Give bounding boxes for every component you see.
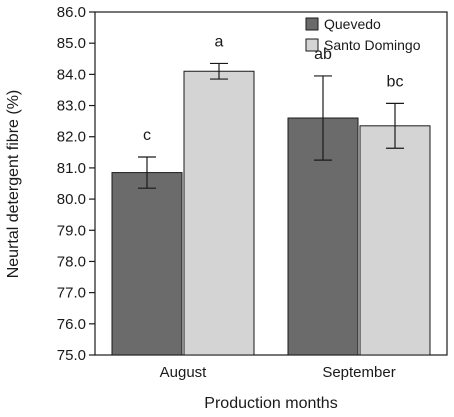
bar xyxy=(111,172,183,356)
x-axis: August September xyxy=(160,364,396,381)
legend-label: Santo Domingo xyxy=(324,37,421,53)
legend-label: Quevedo xyxy=(324,16,381,32)
significance-label: c xyxy=(143,127,151,144)
plot-area-frame xyxy=(94,11,448,356)
bar xyxy=(359,125,431,356)
significance-label: a xyxy=(215,33,224,50)
significance-label: ab xyxy=(314,46,332,63)
x-tick-label: August xyxy=(160,364,208,381)
y-tick-label: 76.0 xyxy=(57,316,86,333)
y-tick-label: 84.0 xyxy=(57,66,86,83)
y-tick-label: 77.0 xyxy=(57,285,86,302)
significance-label: bc xyxy=(387,73,404,90)
y-tick-label: 85.0 xyxy=(57,35,86,52)
x-tick-label: September xyxy=(322,364,395,381)
y-tick-label: 75.0 xyxy=(57,347,86,364)
legend-swatch xyxy=(305,17,319,31)
y-tick-label: 81.0 xyxy=(57,160,86,177)
y-axis: 75.0 76.0 77.0 78.0 79.0 80.0 81.0 82.0 83.0 84.0… xyxy=(57,4,95,364)
y-tick-label: 79.0 xyxy=(57,222,86,239)
legend: Quevedo Santo Domingo xyxy=(305,16,421,53)
y-tick-label: 82.0 xyxy=(57,129,86,146)
bar xyxy=(183,70,255,356)
legend-swatch xyxy=(305,38,319,52)
y-tick-label: 80.0 xyxy=(57,191,86,208)
y-tick-label: 83.0 xyxy=(57,98,86,115)
x-axis-title: Production months xyxy=(204,395,337,412)
y-tick-label: 86.0 xyxy=(57,4,86,21)
bars: c a ab bc xyxy=(111,33,431,356)
y-axis-title: Neurtal detergent fibre (%) xyxy=(5,90,22,279)
y-tick-label: 78.0 xyxy=(57,253,86,270)
